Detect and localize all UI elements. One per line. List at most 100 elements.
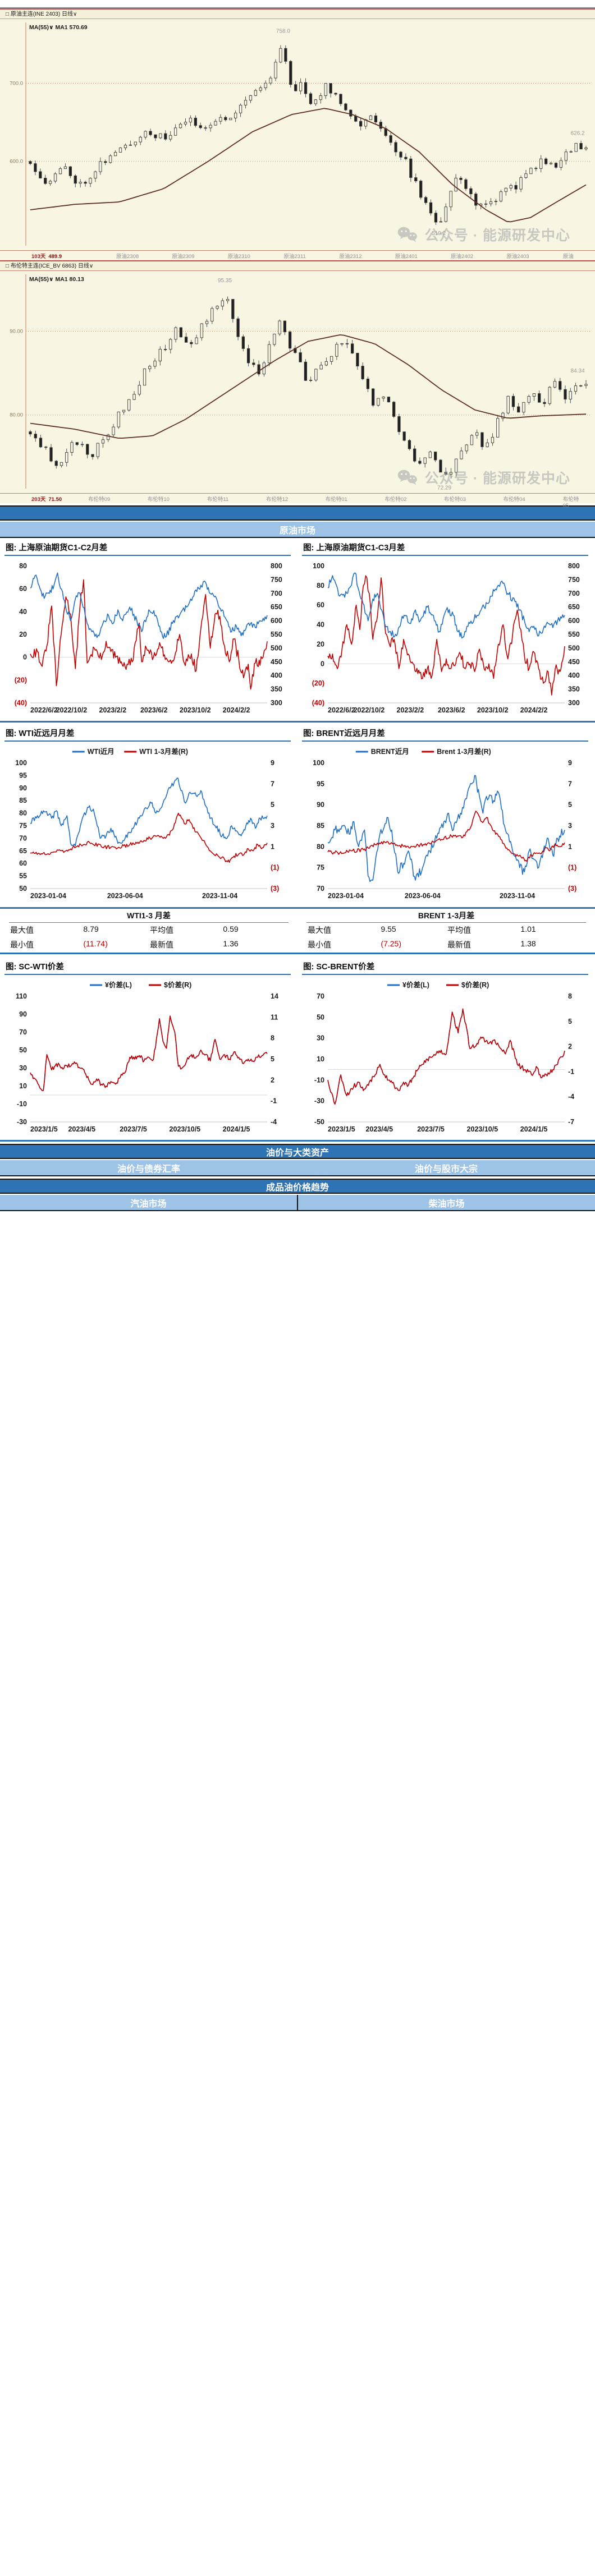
svg-text:(20): (20) [312, 679, 324, 687]
section-band-assets: 油价与债券汇率 油价与股市大宗 [0, 1160, 595, 1176]
wti_nearfar-title: 图: WTI近远月月差 [4, 725, 291, 742]
stat-value: 1.38 [520, 939, 536, 948]
svg-text:90: 90 [19, 1010, 27, 1018]
svg-text:400: 400 [271, 671, 282, 679]
svg-text:75: 75 [19, 822, 27, 830]
svg-text:0: 0 [23, 654, 27, 661]
section-title-products: 成品油价格趋势 [266, 1183, 329, 1193]
svg-text:626.2: 626.2 [571, 131, 585, 137]
svg-text:-10: -10 [17, 1100, 27, 1108]
sc_brent-cell: 图: SC-BRENT价差 70 50 30 10 -10 -30 -50 8 5 2 -1 -4 -7 2… [298, 957, 595, 1139]
svg-text:2023/1/5: 2023/1/5 [30, 1125, 58, 1133]
svg-text:95: 95 [317, 780, 324, 788]
svg-text:700: 700 [568, 590, 580, 597]
svg-text:758.0: 758.0 [276, 28, 290, 34]
svg-text:600: 600 [271, 617, 282, 625]
svg-text:-30: -30 [17, 1118, 27, 1126]
svg-text:2023/1/5: 2023/1/5 [328, 1125, 355, 1133]
svg-text:8: 8 [568, 992, 572, 1000]
svg-text:650: 650 [568, 603, 580, 611]
svg-text:14: 14 [271, 992, 278, 1000]
svg-text:40: 40 [317, 621, 324, 629]
section-band-products-dark: 成品油价格趋势 [0, 1179, 595, 1194]
svg-text:2023/4/5: 2023/4/5 [68, 1125, 95, 1133]
svg-text:2022/10/2: 2022/10/2 [56, 706, 88, 714]
stat-value: 9.55 [381, 924, 396, 933]
svg-text:2023-11-04: 2023-11-04 [500, 892, 535, 900]
ine_sc-xaxis: 103天 489.9 原油2308 原油2309 原油2310 原油2311 原油2312 原… [0, 250, 595, 266]
svg-text:$价差(R): $价差(R) [461, 981, 489, 989]
svg-text:2023/10/5: 2023/10/5 [170, 1125, 201, 1133]
top-divider [0, 7, 595, 8]
svg-text:2024/2/2: 2024/2/2 [520, 706, 548, 714]
stat-label: 平均值 [150, 926, 173, 935]
wti_nearfar-cell: 图: WTI近远月月差 100 95 90 85 80 75 70 65 60 55 50 9 7 5 3 1(… [0, 724, 298, 905]
svg-text:65: 65 [19, 847, 27, 855]
sc_wti-series-1 [30, 1015, 268, 1091]
svg-text:2022/10/2: 2022/10/2 [354, 706, 385, 714]
svg-text:2: 2 [568, 1043, 572, 1051]
svg-text:750: 750 [568, 576, 580, 583]
svg-text:$价差(R): $价差(R) [164, 981, 191, 989]
svg-text:-7: -7 [568, 1118, 574, 1126]
stat-label: 最小值 [308, 940, 331, 949]
svg-text:450: 450 [271, 658, 282, 666]
svg-text:2022/6/2: 2022/6/2 [30, 706, 58, 714]
svg-text:0: 0 [321, 660, 324, 668]
svg-text:-1: -1 [568, 1068, 574, 1075]
svg-text:70: 70 [19, 834, 27, 842]
sh_c1c2-series-1 [30, 572, 268, 639]
stat-label: 平均值 [447, 926, 471, 935]
svg-text:100: 100 [15, 759, 27, 767]
svg-text:50: 50 [317, 1013, 324, 1021]
svg-text:90.00: 90.00 [10, 328, 23, 334]
svg-text:(1): (1) [568, 864, 576, 872]
stat-value: 8.79 [83, 924, 99, 933]
svg-text:2023-06-04: 2023-06-04 [107, 892, 143, 900]
svg-text:-4: -4 [568, 1093, 574, 1101]
svg-text:2023-01-04: 2023-01-04 [328, 892, 364, 900]
svg-text:2023-11-04: 2023-11-04 [202, 892, 237, 900]
svg-text:110: 110 [16, 992, 27, 1000]
svg-text:2023/7/5: 2023/7/5 [120, 1125, 147, 1133]
sc_wti-title: 图: SC-WTI价差 [4, 958, 291, 975]
sh_c1c2-plot: 80 60 40 20 0 (20) (40) 800 750 700 650 600 550 500 45… [15, 562, 282, 714]
brent_fut-header[interactable]: □ 布伦特主连(ICE_BV 6863) 日线∨ [0, 260, 595, 271]
svg-text:300: 300 [271, 699, 282, 707]
svg-text:300: 300 [568, 699, 580, 707]
svg-text:30: 30 [19, 1064, 27, 1072]
stats-table-brent: BRENT 1-3月差 最大值 9.55 平均值 1.01 最小值 (7.25)… [298, 909, 595, 952]
svg-text:550: 550 [271, 631, 282, 638]
svg-text:84.34: 84.34 [571, 368, 585, 374]
svg-text:550: 550 [568, 631, 580, 638]
svg-text:(3): (3) [271, 885, 279, 893]
stat-value: (7.25) [381, 939, 401, 948]
svg-text:9: 9 [568, 759, 572, 767]
ine_sc-header[interactable]: □ 原油主连(INE 2403) 日线∨ [0, 8, 595, 19]
svg-text:350: 350 [568, 686, 580, 693]
svg-text:(3): (3) [568, 885, 576, 893]
subsection-title-equity-commodity: 油价与股市大宗 [414, 1164, 478, 1174]
svg-text:2023-01-04: 2023-01-04 [30, 892, 66, 900]
svg-text:95: 95 [19, 771, 27, 779]
svg-text:-30: -30 [314, 1097, 324, 1105]
svg-text:2023/6/2: 2023/6/2 [438, 706, 465, 714]
stats-table-wti: WTI1-3 月差 最大值 8.79 平均值 0.59 最小值 (11.74) … [0, 909, 298, 952]
row-divider [0, 721, 595, 723]
svg-text:650: 650 [271, 603, 282, 611]
svg-text:450: 450 [568, 658, 580, 666]
svg-text:20: 20 [19, 631, 27, 638]
svg-text:7: 7 [271, 780, 274, 788]
svg-text:2023-06-04: 2023-06-04 [405, 892, 441, 900]
sh_c1c3-cell: 图: 上海原油期货C1-C3月差 100 80 60 40 20 0 (20) (40) 800 7… [298, 538, 595, 720]
stat-value: 1.36 [223, 939, 239, 948]
svg-text:50: 50 [19, 1046, 27, 1054]
svg-text:80: 80 [19, 562, 27, 570]
svg-text:500: 500 [271, 644, 282, 652]
section-band-crude: 原油市场 [0, 522, 595, 538]
report-page: □ 原油主连(INE 2403) 日线∨ 700.0 600.0 MA(55)∨ MA… [0, 7, 595, 1211]
svg-text:2023/7/5: 2023/7/5 [417, 1125, 445, 1133]
sc_brent-plot: 70 50 30 10 -10 -30 -50 8 5 2 -1 -4 -7 2023/1/5 2023/4… [314, 981, 574, 1133]
svg-text:85: 85 [317, 822, 324, 830]
